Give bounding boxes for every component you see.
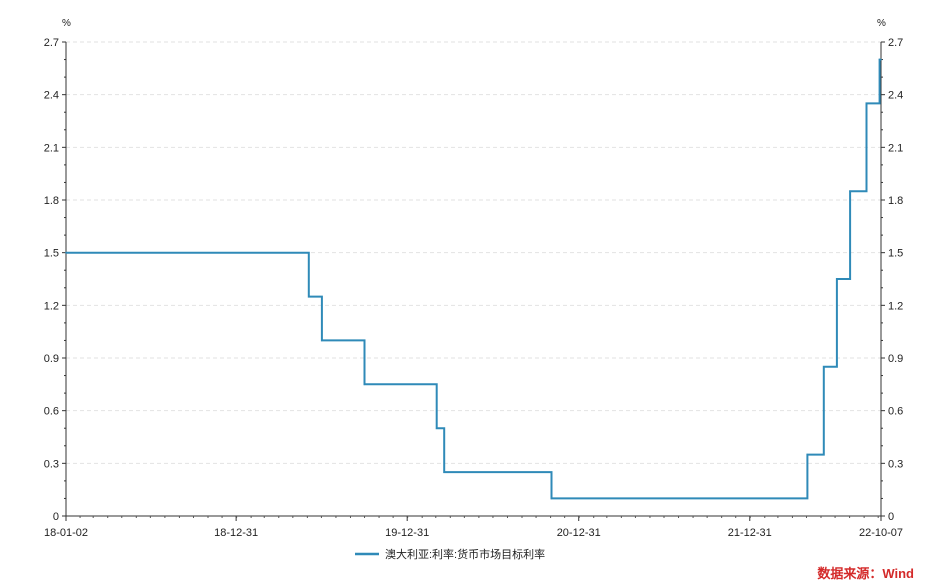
y-tick-label-left: 0.6 (44, 406, 59, 418)
x-tick-label: 21-12-31 (728, 527, 772, 539)
data-point (849, 190, 851, 193)
data-point (878, 58, 881, 61)
y-tick-label-right: 0 (888, 511, 894, 523)
y-tick-label-right: 2.7 (888, 37, 903, 49)
y-tick-label-left: 2.1 (44, 142, 59, 154)
series-group (65, 58, 882, 500)
x-tick-label: 20-12-31 (557, 527, 601, 539)
y-tick-label-right: 0.9 (888, 353, 903, 365)
x-tick-label: 18-01-02 (44, 527, 88, 539)
data-point (550, 497, 553, 500)
legend-label: 澳大利亚:利率:货币市场目标利率 (385, 547, 545, 561)
axes (65, 42, 882, 517)
y-tick-label-right: 0.3 (888, 458, 903, 470)
y-tick-label-left: 0.3 (44, 458, 59, 470)
data-point (823, 365, 825, 368)
y-tick-label-left: 0.9 (44, 353, 59, 365)
y-tick-label-left: 2.4 (44, 90, 59, 102)
y-tick-label-left: 0 (53, 511, 59, 523)
y-tick-label-right: 2.1 (888, 142, 903, 154)
data-point (865, 102, 868, 105)
x-ticks: 18-01-02 18-12-31 19-12-31 20-12-31 21-12-31… (44, 516, 903, 539)
y-tick-label-right: 1.8 (888, 195, 903, 207)
y-tick-label-right: 0.6 (888, 406, 903, 418)
source-label: 数据来源：Wind (817, 566, 914, 581)
legend: 澳大利亚:利率:货币市场目标利率 (355, 547, 545, 561)
x-tick-label: 18-12-31 (214, 527, 258, 539)
y-tick-label-left: 1.8 (44, 195, 59, 207)
x-tick-label: 19-12-31 (385, 527, 429, 539)
data-point (806, 453, 809, 456)
data-point (363, 383, 366, 386)
data-point (836, 278, 838, 280)
y-tick-label-right: 2.4 (888, 90, 903, 102)
y-ticks-left: 0 0.3 0.6 0.9 1.2 1.5 1.8 2.1 2.4 2.7 (44, 37, 66, 523)
data-point (443, 471, 446, 473)
y-tick-label-left: 1.5 (44, 248, 59, 260)
y-unit-left: % (62, 18, 71, 29)
y-unit-right: % (877, 18, 886, 29)
y-ticks-right: 0 0.3 0.6 0.9 1.2 1.5 1.8 2.1 2.4 2.7 (881, 37, 903, 523)
y-tick-label-right: 1.2 (888, 300, 903, 312)
y-tick-label-left: 1.2 (44, 300, 59, 312)
series-line (66, 58, 881, 500)
data-point (880, 58, 882, 61)
data-point (321, 339, 323, 342)
x-tick-label: 22-10-07 (859, 527, 903, 539)
y-tick-label-right: 1.5 (888, 248, 903, 260)
y-tick-label-left: 2.7 (44, 37, 59, 49)
data-point (307, 295, 310, 298)
data-point (65, 251, 67, 254)
data-point (435, 427, 438, 430)
